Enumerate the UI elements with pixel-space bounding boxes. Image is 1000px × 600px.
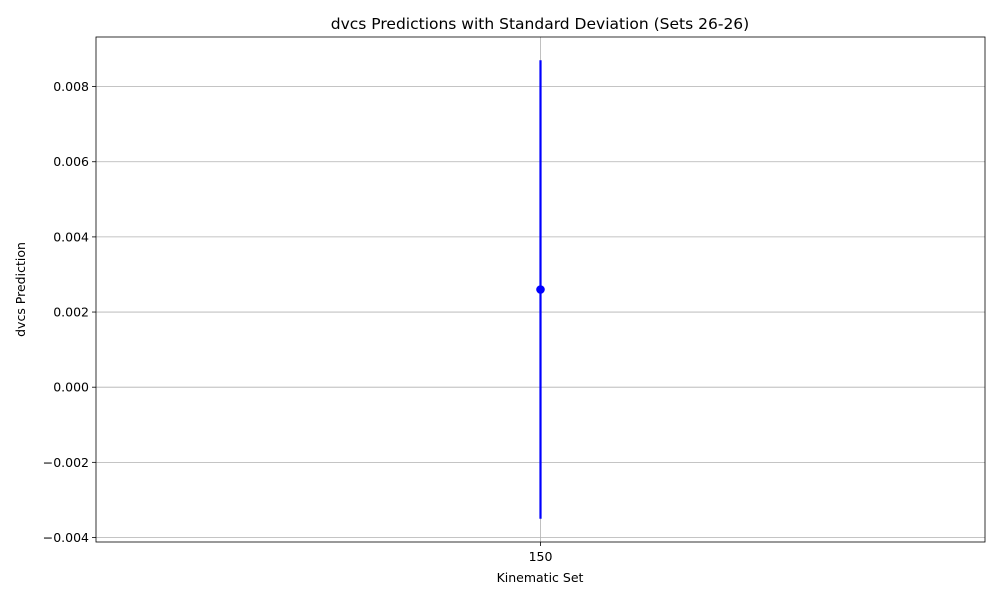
chart-title: dvcs Predictions with Standard Deviation… [331,15,749,33]
data-series [536,60,545,519]
data-point [536,285,545,294]
y-tick-label: −0.004 [43,530,89,545]
x-tick-label: 150 [529,549,553,564]
x-axis-ticks: 150 [529,542,553,564]
y-tick-label: 0.006 [53,154,89,169]
y-tick-label: 0.008 [53,79,89,94]
y-tick-label: −0.002 [43,455,89,470]
y-axis-label: dvcs Prediction [13,242,28,337]
y-tick-label: 0.002 [53,305,89,320]
y-tick-label: 0.000 [53,380,89,395]
y-tick-label: 0.004 [53,229,89,244]
y-axis-ticks: −0.004 −0.002 0.000 0.002 0.004 0.006 0.008 [43,79,96,545]
x-axis-label: Kinematic Set [497,570,584,585]
